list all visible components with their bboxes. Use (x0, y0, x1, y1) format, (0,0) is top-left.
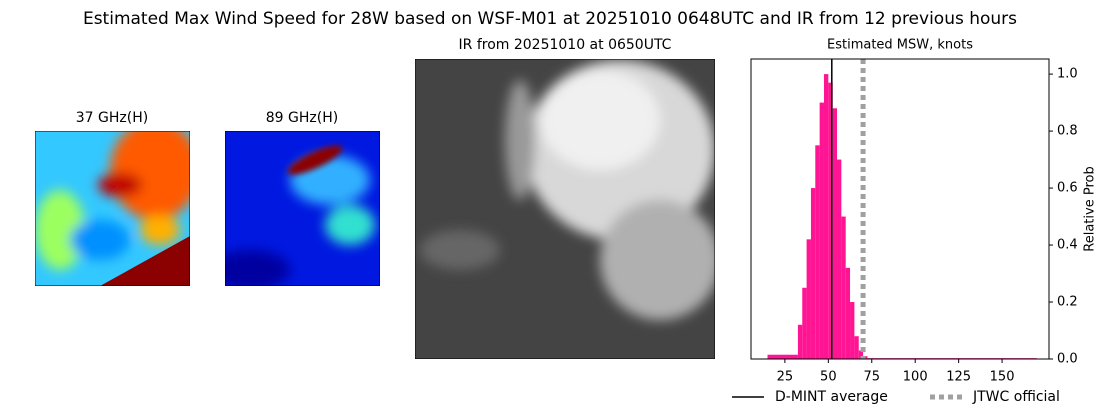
bar (802, 287, 807, 359)
bar (819, 102, 824, 359)
bar (850, 302, 855, 359)
histogram: 25 50 75 100 125 150 0.0 0.2 0.4 0.6 0.8 1.0 (767, 59, 1078, 385)
y-tick-label: 0.6 (1057, 181, 1078, 196)
y-tick-label: 0.2 (1057, 295, 1078, 310)
y-tick-label: 1.0 (1057, 67, 1078, 82)
x-tick-label: 125 (946, 370, 971, 385)
x-tick-label: 25 (777, 370, 794, 385)
bar (837, 159, 842, 359)
bar (806, 239, 811, 359)
panel-title: 89 GHz(H) (266, 110, 338, 126)
bar (815, 145, 820, 359)
bar (845, 267, 851, 359)
bar (854, 336, 859, 359)
legend-label: D-MINT average (775, 389, 888, 405)
bar (810, 188, 816, 359)
axes-frame (750, 58, 1050, 360)
legend: D-MINT average JTWC official (732, 389, 1060, 405)
image-ir (415, 59, 715, 359)
x-tick-label: 150 (990, 370, 1015, 385)
panel-title: IR from 20251010 at 0650UTC (459, 37, 672, 53)
bar (828, 82, 833, 359)
y-tick-label: 0.0 (1057, 352, 1078, 367)
bar (841, 216, 846, 359)
image-89ghz (225, 131, 380, 286)
bar (797, 324, 803, 359)
x-tick-label: 75 (863, 370, 880, 385)
bar (832, 108, 838, 359)
legend-label: JTWC official (972, 389, 1060, 405)
x-tick-label: 50 (820, 370, 837, 385)
chart-title: Estimated MSW, knots (827, 38, 973, 53)
bar (823, 74, 829, 359)
image-37ghz (35, 131, 190, 286)
figure-title: Estimated Max Wind Speed for 28W based o… (83, 9, 1017, 29)
y-tick-label: 0.8 (1057, 124, 1078, 139)
y-axis-label: Relative Prob (1083, 166, 1098, 251)
bar (858, 350, 864, 359)
x-tick-label: 100 (903, 370, 928, 385)
panel-title: 37 GHz(H) (76, 110, 148, 126)
y-tick-label: 0.4 (1057, 238, 1078, 253)
bar (767, 354, 798, 359)
